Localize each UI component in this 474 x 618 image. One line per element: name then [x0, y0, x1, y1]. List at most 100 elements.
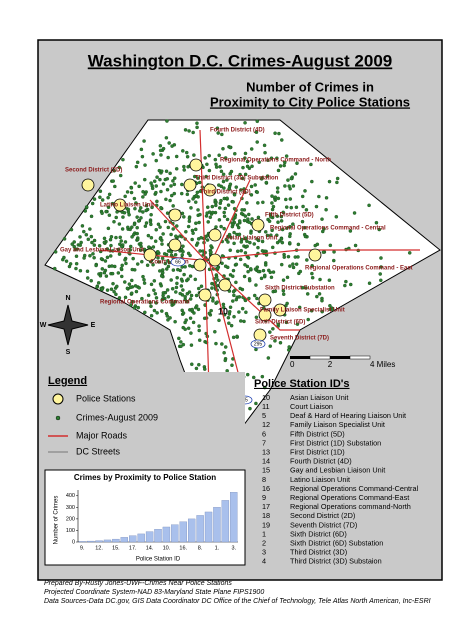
crime-dot	[335, 180, 339, 185]
crime-dot	[151, 152, 155, 156]
crime-dot	[247, 296, 251, 301]
crime-dot	[353, 243, 358, 248]
crime-dot	[161, 293, 165, 298]
x-tick-label: 10.	[163, 545, 171, 551]
crime-dot	[293, 172, 298, 176]
crime-dot	[276, 168, 281, 173]
crime-dot	[158, 148, 163, 153]
crime-dot	[213, 330, 217, 334]
crime-dot	[159, 206, 163, 210]
police-station	[253, 328, 267, 342]
station-id-cell: 14	[262, 457, 270, 466]
crime-dot	[266, 356, 271, 360]
bar	[103, 539, 112, 543]
crime-dot	[142, 281, 147, 285]
crime-dot	[214, 200, 218, 205]
crime-dot	[159, 189, 163, 194]
crime-dot	[169, 184, 173, 188]
crime-dot	[300, 194, 305, 199]
crime-dot	[317, 194, 321, 199]
crime-dot	[243, 214, 248, 218]
crime-dot	[172, 176, 177, 180]
station-name-cell: Deaf & Hard of Hearing Liaison Unit	[290, 411, 406, 420]
crime-dot	[352, 211, 357, 215]
crime-dot	[209, 244, 213, 248]
crime-dot	[62, 237, 67, 241]
crime-dot	[152, 179, 157, 184]
bar	[179, 521, 187, 543]
crime-dot	[268, 344, 273, 348]
crime-dot	[334, 215, 339, 219]
crime-dot	[367, 203, 371, 208]
crime-dot	[151, 262, 155, 267]
map: Fourth District (4D) Regional Operations …	[44, 119, 441, 441]
x-tick-label: 17.	[129, 545, 137, 551]
bar	[95, 540, 103, 543]
crime-dot	[233, 151, 237, 156]
crime-dot	[169, 250, 173, 254]
crime-dot	[141, 195, 145, 199]
station-label: Regional Operations Command - East	[305, 266, 413, 272]
crime-dot	[287, 241, 292, 245]
station-name-cell: Sixth District (6D)	[290, 529, 347, 538]
crime-dot	[70, 242, 74, 246]
crime-dot	[219, 198, 223, 203]
crime-dot	[280, 240, 285, 245]
legend-label: Police Stations	[76, 393, 136, 403]
crime-dot	[379, 265, 383, 269]
crime-dot	[193, 277, 198, 282]
crime-dot	[161, 146, 166, 151]
crime-dot	[252, 242, 257, 246]
crime-dot	[120, 263, 124, 268]
crime-dot	[152, 288, 156, 292]
crime-dot	[288, 224, 292, 229]
crime-dot	[146, 233, 151, 238]
crime-dot	[217, 318, 221, 323]
y-tick-label: 400	[66, 493, 75, 499]
crime-dot	[126, 225, 130, 230]
crime-dot	[234, 280, 238, 285]
crime-dot	[310, 271, 314, 276]
crime-dot	[203, 367, 207, 371]
crime-dot	[263, 150, 267, 155]
crime-dot	[227, 321, 231, 325]
crime-dot	[186, 224, 191, 229]
crime-dot	[191, 320, 196, 325]
crime-dot	[198, 180, 202, 185]
crime-dot	[144, 208, 148, 213]
crime-dot	[241, 165, 245, 170]
crime-dot	[109, 287, 114, 291]
crime-dot	[318, 277, 322, 282]
crime-dot	[261, 200, 265, 205]
crime-dot	[164, 197, 168, 202]
crime-dot	[294, 262, 299, 266]
crime-dot	[189, 343, 194, 347]
crime-dot	[169, 232, 173, 237]
station-label: Gay and Lesbian Liaison Unit	[60, 248, 144, 254]
crime-dot	[102, 240, 107, 245]
crime-dot	[253, 183, 257, 187]
crime-dot	[249, 193, 254, 197]
crime-dot	[150, 186, 155, 191]
station-label: Third District (3D)	[200, 190, 251, 196]
station-label: Fifth District (5D)	[265, 213, 314, 219]
crime-dot	[88, 253, 92, 258]
crime-dot	[62, 255, 66, 260]
crime-dot	[166, 318, 170, 322]
crime-dot	[123, 280, 127, 284]
crime-dot	[309, 309, 314, 313]
crime-dot	[114, 215, 118, 220]
crime-dot	[320, 298, 324, 303]
crime-dot	[180, 308, 184, 313]
crime-dot	[131, 256, 135, 261]
crime-dot	[182, 215, 186, 219]
crime-dot	[155, 311, 159, 315]
crime-dot	[78, 268, 83, 273]
crime-dot	[154, 190, 158, 195]
crime-dot	[53, 266, 57, 271]
crime-dot	[215, 126, 220, 130]
crime-dot	[231, 289, 236, 294]
crime-dot	[225, 178, 229, 182]
crime-dot	[129, 303, 133, 307]
